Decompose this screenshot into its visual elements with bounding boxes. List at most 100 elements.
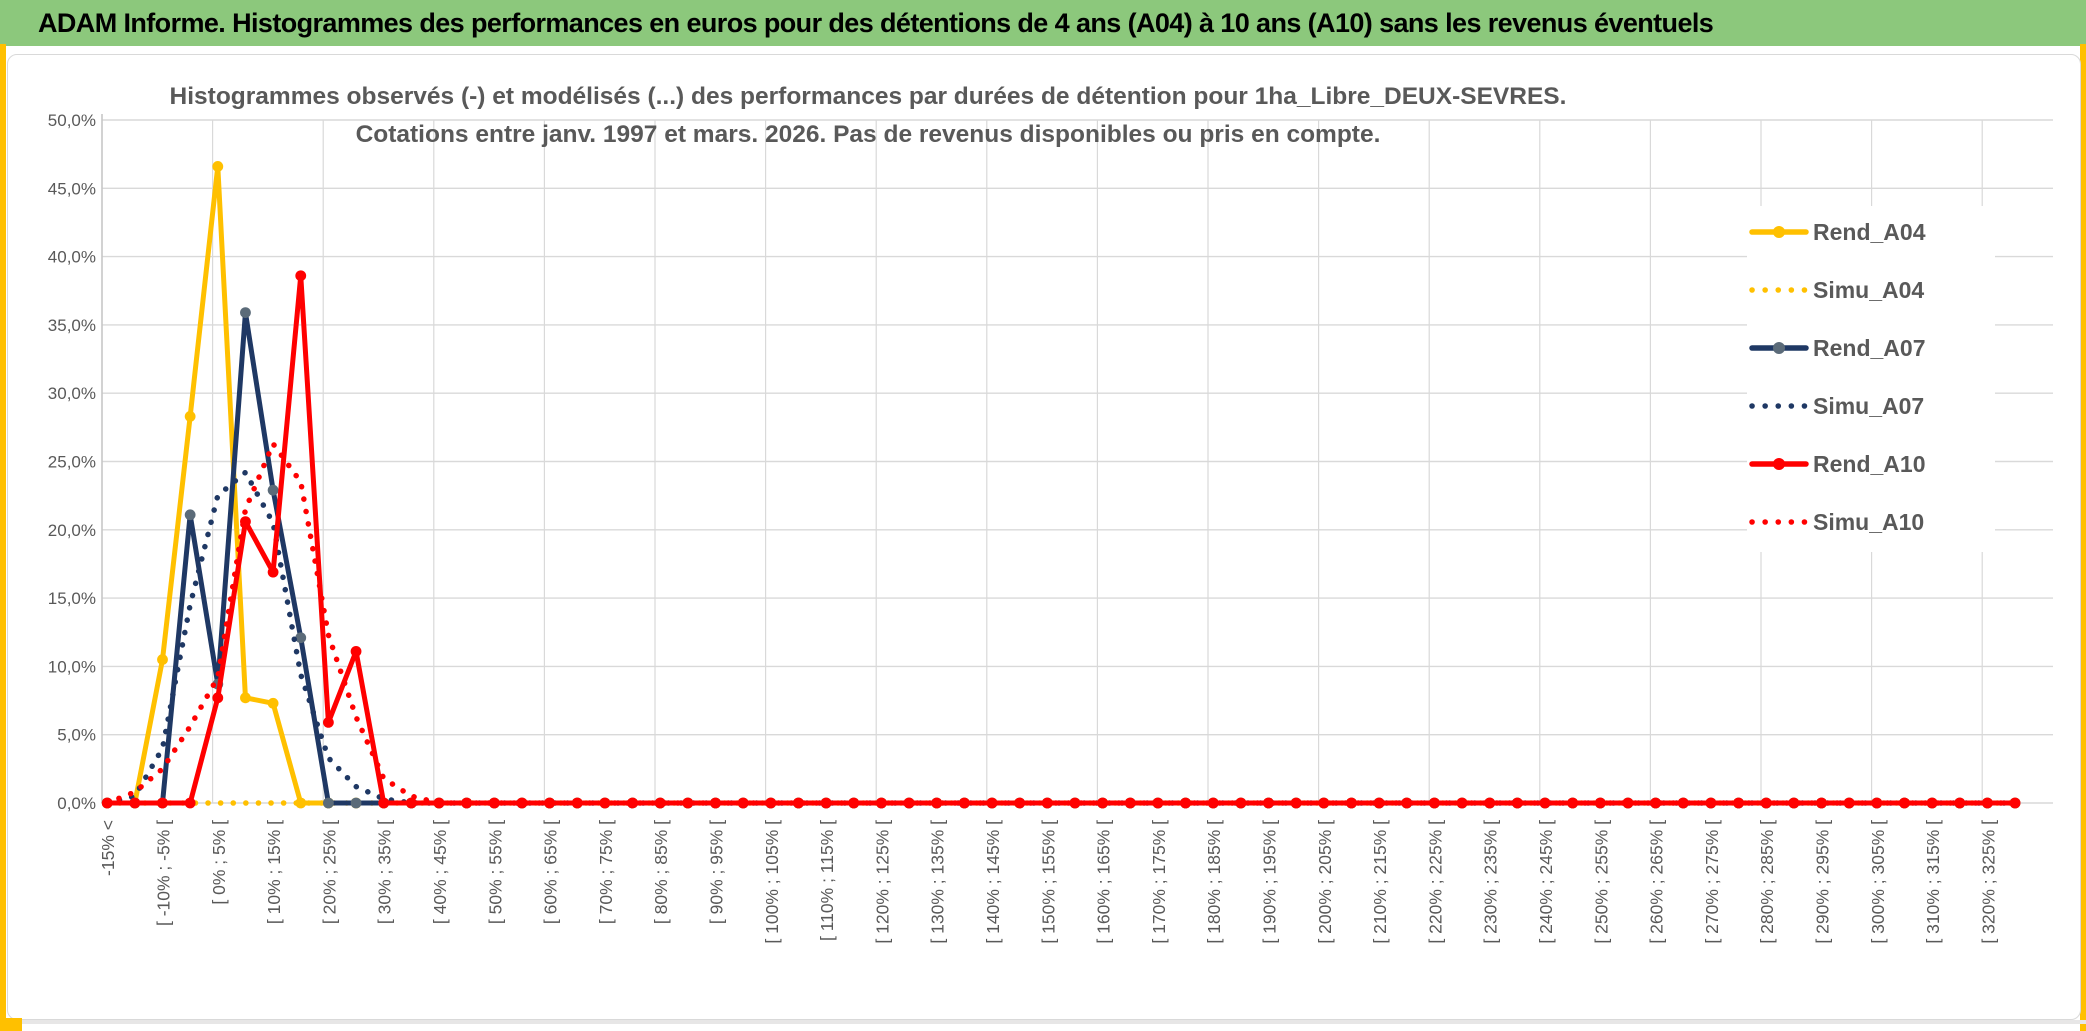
x-tick-label: [ 300% ; 305% [ (1868, 820, 1888, 944)
series-marker-Rend_A07 (184, 509, 196, 521)
x-tick-label: [ 110% ; 115% [ (817, 820, 837, 941)
series-marker-Rend_A10 (958, 797, 970, 809)
legend-background (1747, 206, 1995, 552)
y-tick-label: 35,0% (48, 316, 96, 335)
legend-label: Simu_A04 (1813, 277, 1924, 303)
y-tick-label: 40,0% (48, 248, 96, 267)
x-tick-label: [ 20% ; 25% [ (319, 820, 339, 924)
series-marker-Rend_A10 (184, 797, 196, 809)
x-tick-label: [ 40% ; 45% [ (430, 820, 450, 924)
x-tick-label: [ 140% ; 145% [ (983, 820, 1003, 944)
x-tick-label: [ 60% ; 65% [ (541, 820, 561, 924)
x-tick-label: [ 190% ; 195% [ (1260, 820, 1280, 944)
x-tick-label: [ 90% ; 95% [ (707, 820, 727, 924)
x-tick-label: [ 280% ; 285% [ (1757, 820, 1777, 944)
series-marker-Rend_A10 (1097, 797, 1108, 809)
x-tick-label: [ 160% ; 165% [ (1094, 820, 1114, 944)
x-tick-label: [ 70% ; 75% [ (596, 820, 616, 924)
series-marker-Rend_A07 (323, 797, 334, 809)
series-marker-Rend_A10 (1180, 797, 1191, 809)
series-marker-Rend_A10 (1318, 797, 1330, 809)
series-marker-Rend_A04 (295, 797, 307, 809)
series-marker-Rend_A07 (350, 797, 362, 809)
y-tick-label: 45,0% (48, 179, 96, 198)
y-axis-labels: 0,0% 5,0% 10,0% 15,0% 20,0% 25,0% 30,0% 35,0% 40… (48, 111, 96, 813)
series-marker-Rend_A10 (350, 645, 362, 657)
x-tick-label: [ 290% ; 295% [ (1813, 820, 1833, 944)
x-tick-label: [ 100% ; 105% [ (762, 820, 782, 944)
x-tick-label: [ 10% ; 15% [ (264, 820, 284, 924)
series-marker-Rend_A10 (1650, 797, 1661, 809)
y-tick-label: 15,0% (48, 589, 96, 608)
series-marker-Rend_A07 (267, 484, 279, 496)
x-tick-label: [ 180% ; 185% [ (1204, 820, 1224, 944)
series-line-Simu_A10 (104, 440, 2018, 806)
legend-swatch-marker (1773, 226, 1785, 238)
series-marker-Rend_A10 (267, 566, 279, 578)
x-tick-label: [ 260% ; 265% [ (1647, 820, 1667, 944)
series-marker-Rend_A10 (765, 797, 777, 809)
legend-label: Rend_A04 (1813, 219, 1926, 245)
series-marker-Rend_A10 (1788, 797, 1800, 809)
chart-card (7, 54, 2081, 1020)
series-marker-Rend_A10 (1346, 797, 1357, 809)
legend-label: Rend_A07 (1813, 335, 1925, 361)
series-marker-Rend_A10 (1041, 797, 1053, 809)
series-Rend_A10 (101, 270, 2021, 809)
x-tick-label: [ 130% ; 135% [ (928, 820, 948, 944)
page-border-right (2080, 44, 2086, 1031)
series-marker-Rend_A10 (931, 797, 943, 809)
legend-item-Rend_A07: Rend_A07 (1749, 335, 1925, 361)
legend-item-Simu_A10: Simu_A10 (1749, 509, 1924, 535)
series-marker-Rend_A10 (488, 797, 500, 809)
series-marker-Rend_A04 (240, 692, 251, 704)
x-tick-label: [ 200% ; 205% [ (1315, 820, 1335, 944)
x-tick-label: [ 150% ; 155% [ (1038, 820, 1058, 944)
series-Rend_A07 (101, 307, 2021, 809)
x-tick-label: [ 0% ; 5% [ (209, 820, 229, 905)
legend-label: Simu_A07 (1813, 393, 1924, 419)
series-marker-Rend_A10 (903, 797, 915, 809)
x-axis-labels: -15% < [ -10% ; -5% [[ 0% ; 5% [[ 10% ; 1… (98, 820, 1998, 944)
y-tick-label: 5,0% (57, 726, 96, 745)
x-tick-label: [ -10% ; -5% [ (154, 820, 174, 926)
series-marker-Rend_A10 (1926, 797, 1938, 809)
x-tick-label: [ 320% ; 325% [ (1978, 820, 1998, 944)
series-marker-Rend_A10 (378, 797, 390, 809)
legend: Rend_A04 Simu_A04 Rend_A07 Simu_A07 Rend_A10… (1747, 206, 1995, 552)
series-marker-Rend_A10 (212, 692, 224, 704)
legend-item-Simu_A04: Simu_A04 (1749, 277, 1924, 303)
series-Rend_A04 (101, 161, 2021, 809)
x-tick-label: [ 240% ; 245% [ (1536, 820, 1556, 944)
x-tick-label: [ 310% ; 315% [ (1923, 820, 1943, 944)
series-marker-Rend_A04 (267, 697, 279, 709)
series-marker-Rend_A10 (654, 797, 666, 809)
y-tick-label: 25,0% (48, 453, 96, 472)
x-tick-label: [ 120% ; 125% [ (872, 820, 892, 944)
x-tick-label: [ 210% ; 215% [ (1370, 820, 1390, 944)
series-marker-Rend_A10 (323, 717, 334, 728)
series-marker-Rend_A10 (1760, 797, 1772, 809)
series-marker-Rend_A10 (405, 797, 417, 809)
series-marker-Rend_A10 (1954, 797, 1966, 809)
page-border-bottom-left (0, 1018, 22, 1031)
legend-item-Rend_A04: Rend_A04 (1749, 219, 1926, 245)
legend-item-Rend_A10: Rend_A10 (1749, 451, 1925, 477)
series-marker-Rend_A10 (1484, 797, 1496, 809)
y-tick-label: 10,0% (48, 657, 96, 676)
legend-swatch-marker (1773, 342, 1785, 354)
series-Simu_A10 (104, 440, 2018, 806)
y-tick-label: 0,0% (57, 794, 96, 813)
x-tick-label: [ 50% ; 55% [ (485, 820, 505, 924)
series-marker-Rend_A10 (157, 797, 168, 809)
series-marker-Rend_A10 (1207, 797, 1219, 809)
x-tick-label: [ 220% ; 225% [ (1425, 820, 1445, 944)
series-marker-Rend_A10 (1622, 797, 1634, 809)
series-marker-Rend_A04 (184, 411, 196, 422)
series-line-Rend_A10 (104, 273, 2018, 806)
page-title: ADAM Informe. Histogrammes des performan… (38, 7, 1714, 38)
x-tick-label: [ 170% ; 175% [ (1149, 820, 1169, 944)
series-marker-Rend_A10 (1373, 797, 1385, 809)
